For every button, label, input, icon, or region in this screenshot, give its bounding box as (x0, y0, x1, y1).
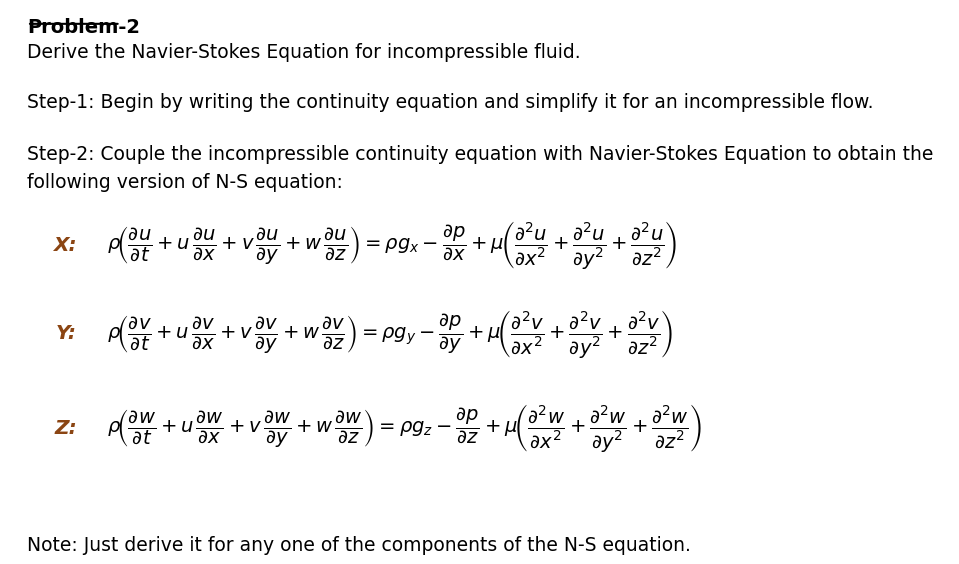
Text: Note: Just derive it for any one of the components of the N-S equation.: Note: Just derive it for any one of the … (27, 536, 691, 555)
Text: $\rho\!\left(\dfrac{\partial w}{\partial t}+u\,\dfrac{\partial w}{\partial x}+v\: $\rho\!\left(\dfrac{\partial w}{\partial… (107, 402, 702, 454)
Text: Derive the Navier-Stokes Equation for incompressible fluid.: Derive the Navier-Stokes Equation for in… (27, 43, 581, 62)
Text: Problem-2: Problem-2 (27, 18, 140, 37)
Text: Z:: Z: (55, 418, 77, 438)
Text: X:: X: (54, 236, 77, 255)
Text: Step-2: Couple the incompressible continuity equation with Navier-Stokes Equatio: Step-2: Couple the incompressible contin… (27, 146, 933, 165)
Text: Step-1: Begin by writing the continuity equation and simplify it for an incompre: Step-1: Begin by writing the continuity … (27, 93, 874, 112)
Text: $\rho\!\left(\dfrac{\partial v}{\partial t}+u\,\dfrac{\partial v}{\partial x}+v\: $\rho\!\left(\dfrac{\partial v}{\partial… (107, 308, 673, 360)
Text: following version of N-S equation:: following version of N-S equation: (27, 173, 343, 192)
Text: Y:: Y: (56, 324, 77, 343)
Text: $\rho\!\left(\dfrac{\partial u}{\partial t}+u\,\dfrac{\partial u}{\partial x}+v\: $\rho\!\left(\dfrac{\partial u}{\partial… (107, 219, 678, 271)
